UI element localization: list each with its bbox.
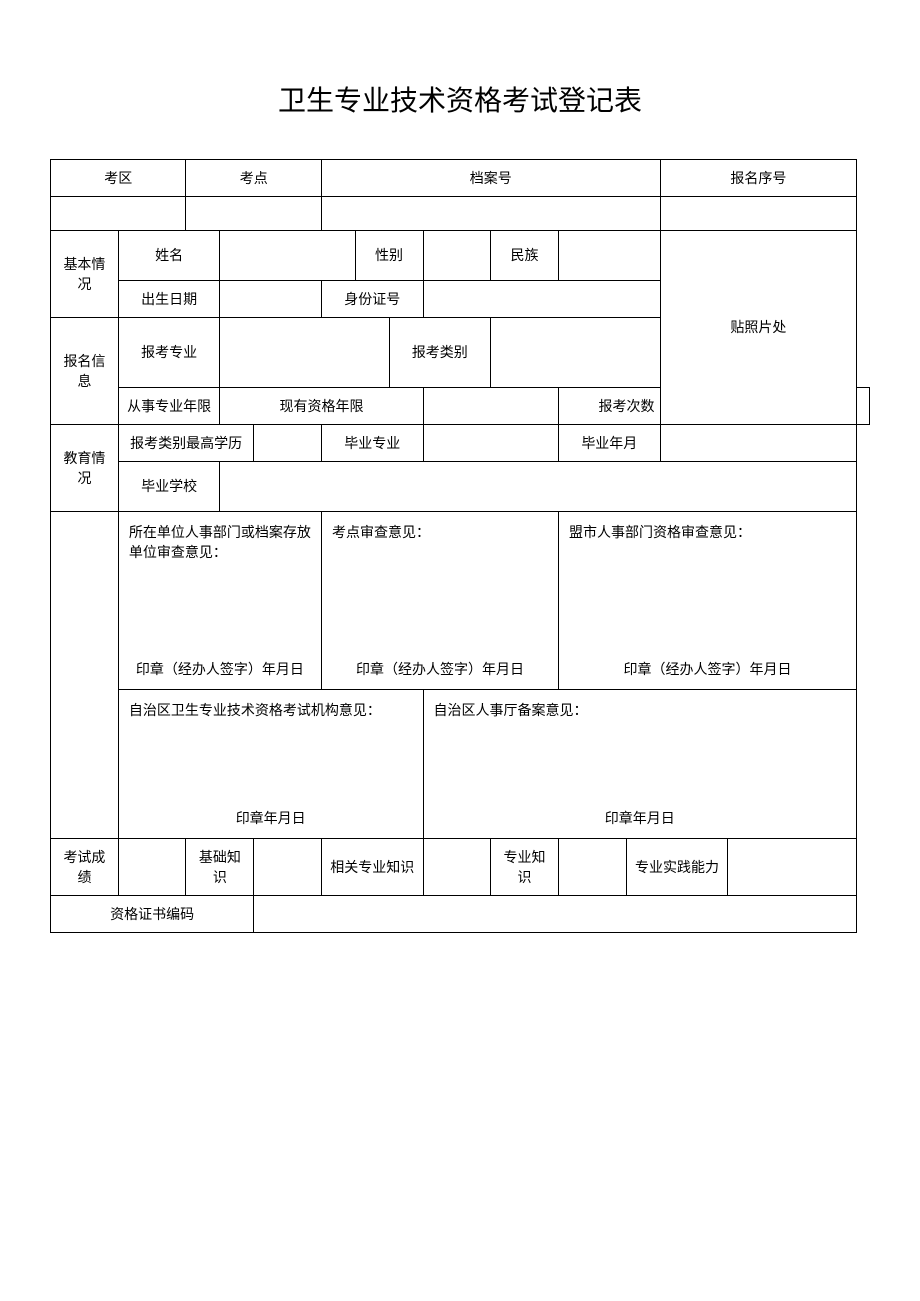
label-idno: 身份证号	[321, 280, 423, 317]
opinion-agency: 自治区卫生专业技术资格考试机构意见：	[118, 690, 423, 800]
label-score-s2: 相关专业知识	[321, 838, 423, 895]
label-score-s4: 专业实践能力	[626, 838, 728, 895]
opinion-hr: 自治区人事厅备案意见：	[423, 690, 857, 800]
value-kaoqu	[51, 196, 186, 230]
label-apply-major: 报考专业	[118, 317, 220, 387]
label-kaoqu: 考区	[51, 159, 186, 196]
label-kaodian: 考点	[186, 159, 321, 196]
value-score-s2	[423, 838, 491, 895]
seal-agency: 印章年月日	[118, 800, 423, 839]
value-ethnic	[558, 230, 660, 280]
value-score-s3	[558, 838, 626, 895]
label-grad-major: 毕业专业	[321, 424, 423, 461]
value-grad-date	[660, 424, 856, 461]
label-basic-section: 基本情况	[51, 230, 119, 317]
label-edu-section: 教育情况	[51, 424, 119, 511]
label-score-s3: 专业知识	[491, 838, 559, 895]
label-school: 毕业学校	[118, 461, 220, 511]
value-apply-category	[491, 317, 661, 387]
value-grad-major	[423, 424, 558, 461]
label-cert: 资格证书编码	[51, 895, 254, 932]
label-baomingxuhao: 报名序号	[660, 159, 856, 196]
label-years-qual: 现有资格年限	[220, 387, 423, 424]
label-opinion-section	[51, 511, 119, 838]
label-apply-times: 报考次数	[558, 387, 694, 424]
value-school	[220, 461, 857, 511]
value-name	[220, 230, 355, 280]
label-birthdate: 出生日期	[118, 280, 220, 317]
label-grad-date: 毕业年月	[558, 424, 660, 461]
value-apply-major	[220, 317, 389, 387]
value-birthdate	[220, 280, 322, 317]
label-years-major: 从事专业年限	[118, 387, 220, 424]
value-gender	[423, 230, 491, 280]
seal-unit: 印章（经办人签字）年月日	[118, 651, 321, 690]
value-score-s1	[254, 838, 322, 895]
label-apply-category: 报考类别	[389, 317, 491, 387]
registration-table: 考区 考点 档案号 报名序号 基本情况 姓名 性别 民族 贴照片处 出生日期 身…	[50, 159, 870, 933]
opinion-mengshi: 盟市人事部门资格审查意见：	[558, 511, 856, 651]
label-edu-highest: 报考类别最高学历	[118, 424, 253, 461]
value-cert	[254, 895, 857, 932]
seal-hr: 印章年月日	[423, 800, 857, 839]
label-score-s1: 基础知识	[186, 838, 254, 895]
value-edu-highest	[254, 424, 322, 461]
value-kaodian	[186, 196, 321, 230]
label-ethnic: 民族	[491, 230, 559, 280]
value-danganhao	[321, 196, 660, 230]
opinion-unit: 所在单位人事部门或档案存放单位审查意见：	[118, 511, 321, 651]
seal-kaodian: 印章（经办人签字）年月日	[321, 651, 558, 690]
value-score-blank1	[118, 838, 186, 895]
value-score-s4	[728, 838, 857, 895]
page-title: 卫生专业技术资格考试登记表	[50, 79, 870, 119]
seal-mengshi: 印章（经办人签字）年月日	[558, 651, 856, 690]
value-baomingxuhao	[660, 196, 856, 230]
value-idno	[423, 280, 660, 317]
label-score-section: 考试成绩	[51, 838, 119, 895]
label-name: 姓名	[118, 230, 220, 280]
label-danganhao: 档案号	[321, 159, 660, 196]
label-gender: 性别	[355, 230, 423, 280]
value-years-qual	[423, 387, 558, 424]
opinion-kaodian: 考点审查意见：	[321, 511, 558, 651]
value-apply-times	[857, 387, 870, 424]
label-apply-section: 报名信息	[51, 317, 119, 424]
